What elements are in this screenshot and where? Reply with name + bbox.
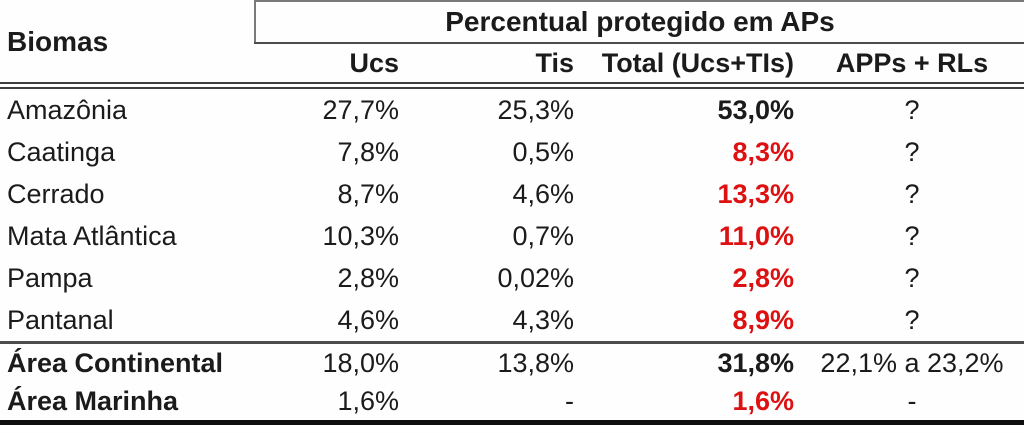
apps-rls-value: ? [904, 94, 920, 125]
total-value: 13,3% [717, 178, 794, 209]
tis-value: 4,6% [512, 178, 574, 209]
row-header-biomas: Biomas [0, 1, 255, 89]
biome-name: Área Marinha [0, 382, 255, 425]
table-row-area-marinha: Área Marinha 1,6% - 1,6% - [0, 382, 1024, 425]
biome-name: Amazônia [7, 94, 128, 125]
tis-value: 13,8% [405, 341, 580, 382]
biome-name: Área Continental [0, 341, 255, 382]
group-header-title: Percentual protegido em APs [254, 0, 1024, 44]
apps-rls-value: ? [904, 304, 920, 335]
apps-rls-value: ? [904, 262, 920, 293]
biome-name: Pantanal [7, 304, 114, 335]
total-value: 11,0% [718, 220, 794, 251]
ucs-value: 27,7% [322, 94, 399, 125]
ucs-value: 7,8% [337, 136, 399, 167]
table-row-pantanal: Pantanal 4,6% 4,3% 8,9% ? [0, 299, 1024, 343]
tis-value: 0,5% [512, 136, 574, 167]
group-header-row: Biomas Percentual protegido em APs [0, 0, 1024, 89]
total-value: 8,9% [732, 304, 794, 335]
table-row-pampa: Pampa 2,8% 0,02% 2,8% ? [0, 257, 1024, 299]
biome-name: Cerrado [7, 178, 105, 209]
column-header-tis: Tis [405, 43, 580, 89]
apps-rls-value: ? [904, 136, 920, 167]
tis-value: 4,3% [512, 304, 574, 335]
column-header-row: Ucs Tis Total (Ucs+TIs) APPs + RLs [0, 43, 1024, 89]
table-row-amazonia: Amazônia 27,7% 25,3% 53,0% ? [0, 86, 1024, 132]
column-header-total: Total (Ucs+TIs) [580, 43, 800, 89]
biome-name: Pampa [7, 262, 93, 293]
ucs-value: 1,6% [255, 382, 405, 425]
tis-value: 0,02% [497, 262, 574, 293]
apps-rls-value: ? [904, 178, 920, 209]
total-value: 1,6% [580, 382, 800, 425]
table-row-caatinga: Caatinga 7,8% 0,5% 8,3% ? [0, 131, 1024, 173]
apps-rls-value: ? [904, 220, 920, 251]
ucs-value: 8,7% [337, 178, 399, 209]
ucs-value: 4,6% [337, 304, 399, 335]
tis-value: - [405, 382, 580, 425]
total-value: 53,0% [717, 94, 794, 125]
total-value: 8,3% [732, 136, 794, 167]
table-row-mata-atlantica: Mata Atlântica 10,3% 0,7% 11,0% ? [0, 215, 1024, 257]
tis-value: 0,7% [512, 220, 574, 251]
table-row-cerrado: Cerrado 8,7% 4,6% 13,3% ? [0, 173, 1024, 215]
tis-value: 25,3% [497, 94, 574, 125]
ucs-value: 2,8% [337, 262, 399, 293]
total-value: 31,8% [580, 341, 800, 382]
apps-rls-value: - [800, 382, 1024, 425]
apps-rls-value: 22,1% a 23,2% [800, 341, 1024, 382]
table-row-area-continental: Área Continental 18,0% 13,8% 31,8% 22,1%… [0, 341, 1024, 382]
column-header-ucs: Ucs [255, 43, 405, 89]
ucs-value: 10,3% [322, 220, 399, 251]
ucs-value: 18,0% [255, 341, 405, 382]
column-header-apps-rls: APPs + RLs [800, 43, 1024, 89]
total-value: 2,8% [732, 262, 794, 293]
biome-name: Caatinga [7, 136, 116, 167]
biome-name: Mata Atlântica [7, 220, 177, 251]
